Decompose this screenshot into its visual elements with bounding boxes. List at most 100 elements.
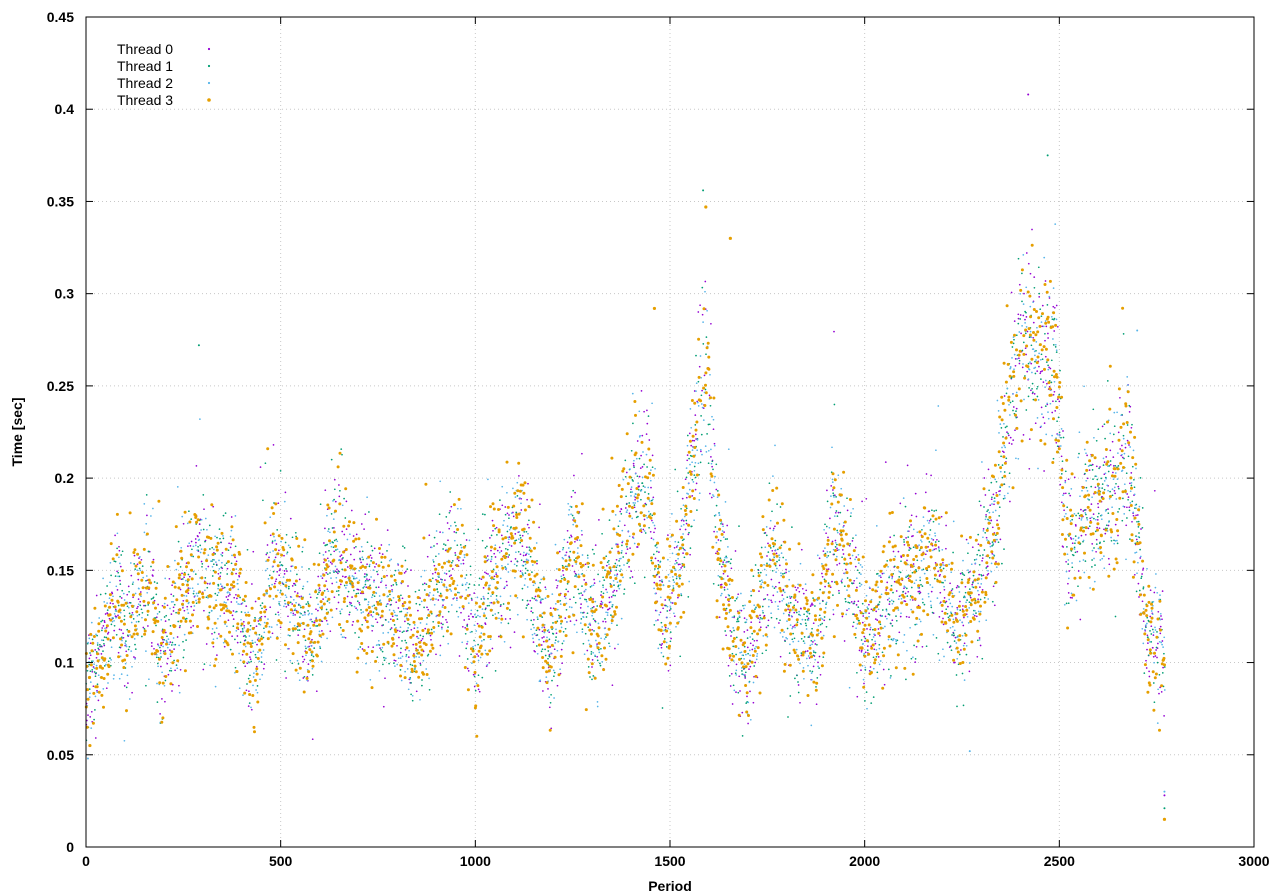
point-thread-2	[271, 583, 273, 586]
point-thread-1	[662, 655, 665, 658]
point-thread-1	[358, 636, 360, 639]
point-thread-2	[990, 562, 993, 565]
point-thread-0	[720, 565, 723, 568]
point-thread-0	[482, 587, 485, 589]
point-thread-2	[927, 592, 930, 595]
point-thread-1	[225, 562, 228, 565]
point-thread-2	[910, 608, 913, 611]
point-thread-1	[316, 597, 318, 599]
point-thread-0	[462, 562, 465, 565]
point-thread-2	[489, 584, 491, 587]
point-thread-1	[520, 559, 523, 562]
point-thread-1	[768, 482, 771, 485]
point-thread-0	[734, 550, 737, 552]
point-thread-2	[289, 621, 291, 623]
point-thread-0	[573, 570, 576, 573]
point-thread-2	[614, 514, 617, 516]
point-thread-1	[1068, 492, 1070, 495]
point-thread-0	[256, 643, 258, 646]
point-thread-2	[570, 513, 572, 516]
point-thread-1	[1066, 506, 1069, 509]
point-thread-1	[134, 648, 137, 650]
point-thread-0	[1069, 494, 1072, 497]
point-thread-1	[651, 514, 654, 517]
point-thread-0	[767, 542, 769, 545]
point-thread-2	[263, 621, 266, 624]
point-thread-1	[724, 630, 727, 632]
point-thread-2	[561, 548, 564, 551]
point-thread-2	[269, 516, 272, 519]
point-thread-1	[783, 572, 786, 575]
point-thread-2	[211, 628, 214, 630]
point-thread-1	[442, 548, 444, 550]
point-thread-2	[495, 571, 497, 574]
point-thread-0	[168, 577, 171, 580]
point-thread-1	[905, 678, 907, 681]
point-thread-1	[1005, 457, 1008, 460]
point-thread-0	[268, 556, 270, 559]
point-thread-2	[811, 678, 813, 681]
point-thread-1	[983, 596, 986, 599]
point-thread-0	[615, 590, 618, 592]
point-thread-1	[423, 589, 426, 591]
point-thread-1	[422, 635, 425, 638]
point-thread-1	[383, 656, 385, 659]
point-thread-1	[205, 596, 208, 599]
point-thread-0	[336, 568, 338, 571]
point-thread-2	[709, 373, 711, 376]
point-thread-1	[177, 620, 180, 623]
point-thread-0	[1160, 615, 1162, 617]
point-thread-1	[606, 561, 609, 564]
point-thread-0	[959, 572, 962, 575]
point-thread-1	[985, 567, 988, 569]
point-thread-1	[451, 560, 454, 562]
point-thread-2	[789, 643, 791, 646]
point-thread-0	[381, 553, 384, 555]
point-thread-0	[942, 561, 944, 564]
point-thread-2	[747, 701, 750, 704]
point-thread-0	[877, 656, 880, 658]
point-thread-2	[772, 529, 775, 532]
point-thread-2	[372, 569, 375, 571]
point-thread-2	[675, 553, 678, 556]
point-thread-1	[341, 453, 343, 456]
point-thread-1	[1021, 349, 1024, 352]
point-thread-0	[592, 605, 595, 608]
point-thread-0	[877, 628, 880, 630]
point-thread-0	[325, 619, 328, 622]
point-thread-1	[637, 488, 640, 491]
point-thread-2	[309, 618, 312, 621]
point-thread-0	[939, 573, 941, 576]
point-thread-1	[372, 611, 375, 613]
point-thread-1	[589, 676, 591, 678]
point-thread-1	[516, 495, 519, 497]
point-thread-2	[134, 658, 136, 660]
point-thread-0	[827, 536, 829, 539]
point-thread-0	[955, 586, 958, 589]
point-thread-0	[729, 685, 732, 687]
point-thread-1	[1090, 485, 1093, 488]
point-thread-2	[176, 486, 179, 488]
point-thread-1	[998, 515, 1001, 517]
point-thread-1	[309, 659, 312, 662]
point-thread-1	[515, 539, 518, 542]
point-thread-2	[604, 633, 607, 636]
point-thread-1	[672, 587, 675, 589]
point-thread-0	[743, 617, 746, 619]
point-thread-2	[718, 512, 720, 515]
point-thread-0	[668, 609, 671, 612]
point-thread-1	[562, 630, 565, 633]
point-thread-1	[858, 571, 861, 574]
point-thread-1	[285, 568, 287, 570]
point-thread-2	[140, 595, 142, 598]
point-thread-1	[353, 589, 355, 592]
point-thread-0	[493, 552, 496, 555]
point-thread-2	[332, 570, 335, 572]
point-thread-2	[174, 559, 176, 562]
point-thread-1	[991, 541, 994, 543]
point-thread-2	[846, 589, 848, 591]
point-thread-0	[819, 673, 822, 676]
point-thread-0	[150, 642, 153, 644]
point-thread-1	[905, 587, 908, 590]
point-thread-1	[607, 559, 610, 562]
